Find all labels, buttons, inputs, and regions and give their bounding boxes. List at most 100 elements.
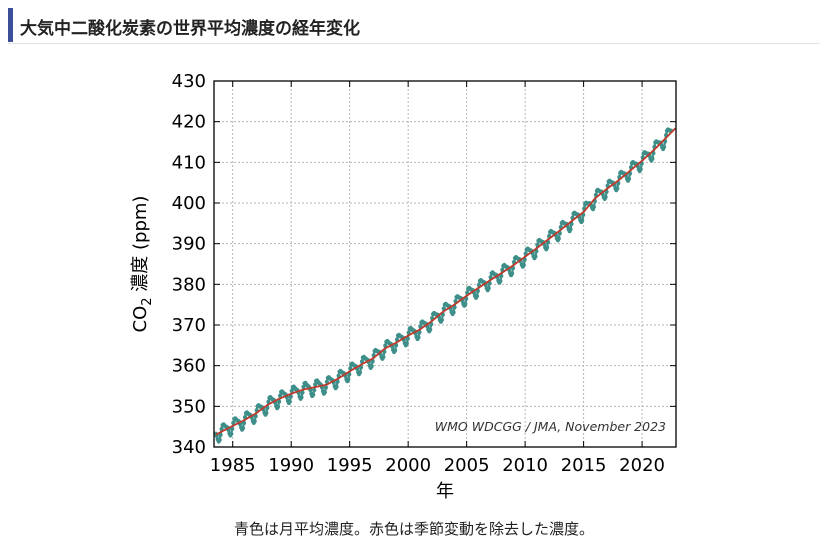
credit-label: WMO WDCGG / JMA, November 2023 (435, 419, 666, 434)
monthly-data-point (650, 156, 655, 161)
plot-border (213, 80, 677, 448)
monthly-data-point (603, 195, 608, 200)
x-tick-label: 2015 (561, 455, 607, 476)
monthly-data-point (405, 336, 410, 341)
y-tick-label: 410 (172, 152, 206, 173)
x-tick-label: 2005 (444, 455, 490, 476)
y-tick-label: 360 (172, 356, 206, 377)
monthly-data-point (289, 388, 294, 393)
monthly-data-point (219, 426, 224, 432)
monthly-data-point (335, 379, 340, 384)
y-tick-label: 340 (172, 437, 206, 458)
monthly-data-point (231, 420, 236, 425)
monthly-data-point (346, 377, 351, 382)
x-tick-label: 2010 (502, 455, 548, 476)
monthly-data-point (229, 431, 234, 436)
y-tick-label: 370 (172, 315, 206, 336)
monthly-data-point (300, 390, 305, 395)
x-tick-label: 1985 (210, 455, 256, 476)
monthly-data-point (591, 204, 597, 210)
monthly-data-point (266, 399, 271, 404)
x-tick-label: 1990 (268, 455, 314, 476)
heading-accent-bar (8, 8, 13, 42)
x-axis-title: 年 (436, 481, 454, 502)
monthly-data-point (287, 399, 292, 404)
tick-labels: 1985 1990 1995 2000 2005 2010 2015 2020 340 350 36… (172, 71, 665, 476)
y-axis-title-prefix: CO (130, 306, 151, 333)
x-tick-label: 2000 (385, 455, 431, 476)
monthly-data-point (312, 388, 317, 393)
monthly-data-point (370, 359, 375, 364)
chart-series (213, 127, 677, 444)
monthly-data-point (404, 341, 409, 346)
monthly-data-point (406, 330, 411, 335)
y-tick-label: 420 (172, 112, 206, 133)
y-tick-label: 350 (172, 396, 206, 417)
monthly-data-point (452, 305, 457, 310)
monthly-data-point (394, 343, 399, 348)
monthly-data-point (311, 392, 316, 397)
plot-frame (213, 80, 677, 448)
monthly-data-point (313, 382, 318, 387)
monthly-data-point (288, 394, 293, 399)
y-axis-title-suffix: 濃度 (ppm) (130, 196, 151, 298)
section-heading: 大気中二酸化炭素の世界平均濃度の経年変化 (8, 8, 820, 44)
page-title: 大気中二酸化炭素の世界平均濃度の経年変化 (20, 19, 360, 39)
y-tick-label: 400 (172, 193, 206, 214)
monthly-data-point (278, 393, 283, 398)
monthly-data-point (347, 372, 352, 377)
monthly-data-point (230, 426, 235, 431)
trend-series-line (215, 127, 677, 436)
monthly-data-point (474, 294, 480, 299)
y-axis-title: CO2 濃度 (ppm) (130, 196, 155, 333)
monthly-data-point (381, 354, 386, 360)
monthly-data-point (486, 286, 491, 291)
monthly-data-point (662, 144, 667, 150)
monthly-data-point (463, 301, 468, 307)
monthly-data-point (393, 348, 398, 353)
monthly-data-point (615, 186, 620, 191)
y-tick-label: 430 (172, 71, 206, 92)
monthly-data-point (428, 327, 433, 332)
monthly-data-point (299, 395, 304, 400)
monthly-data-point (556, 236, 561, 241)
y-axis-title-subscript: 2 (140, 297, 155, 305)
monthly-data-point (521, 262, 526, 267)
figure-caption: 青色は月平均濃度。赤色は季節変動を除去した濃度。 (233, 520, 594, 538)
monthly-data-point (322, 390, 327, 395)
monthly-data-point (218, 432, 223, 437)
monthly-data-point (358, 365, 364, 370)
monthly-data-point (357, 370, 363, 375)
monthly-data-point (383, 343, 388, 348)
monthly-data-point (277, 399, 282, 404)
monthly-data-point (499, 273, 504, 279)
monthly-data-point (509, 271, 515, 276)
monthly-data-point (580, 218, 585, 223)
monthly-data-point (217, 437, 222, 442)
monthly-data-point (439, 317, 444, 323)
y-tick-label: 390 (172, 234, 206, 255)
monthly-data-point (416, 335, 421, 340)
monthly-data-point (323, 385, 328, 390)
monthly-data-point (451, 310, 456, 315)
monthly-data-point (240, 426, 246, 431)
monthly-data-point (301, 384, 306, 389)
monthly-data-point (498, 279, 503, 284)
monthly-data-point (324, 379, 329, 384)
monthly-data-point (545, 245, 550, 250)
y-tick-label: 380 (172, 274, 206, 295)
monthly-data-point (626, 176, 632, 181)
monthly-data-point (334, 384, 339, 389)
monthly-data-point (252, 419, 257, 424)
monthly-data-point (638, 167, 643, 172)
monthly-data-point (264, 410, 269, 416)
co2-chart: 1985 1990 1995 2000 2005 2010 2015 2020 340 350 36… (130, 71, 677, 502)
monthly-data-point (533, 254, 538, 259)
monthly-data-point (417, 330, 422, 335)
monthly-data-point (214, 433, 219, 439)
monthly-data-point (241, 421, 247, 426)
monthly-data-point (276, 404, 281, 409)
monthly-data-point (568, 227, 573, 232)
x-tick-label: 1995 (327, 455, 373, 476)
x-tick-label: 2020 (619, 455, 665, 476)
